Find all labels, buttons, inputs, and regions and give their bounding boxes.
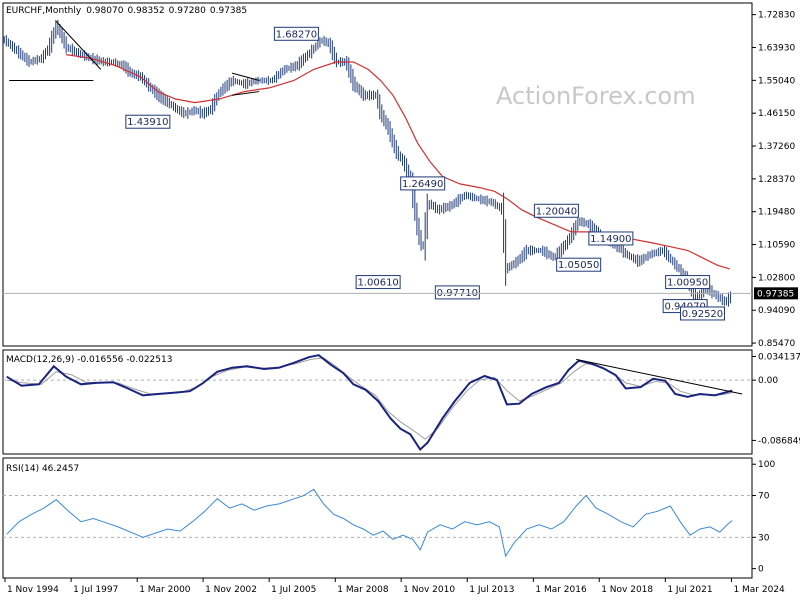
watermark: ActionForex.com xyxy=(496,82,696,110)
macd-tick-label: -0.086849 xyxy=(758,436,800,446)
macd-panel-frame xyxy=(2,349,753,455)
price-trendline xyxy=(231,72,260,81)
level-label-box xyxy=(533,203,579,218)
time-tick-label: 1 Mar 2000 xyxy=(139,585,191,595)
time-tick-label: 1 Jul 1997 xyxy=(73,585,118,595)
symbol-timeframe: EURCHF,Monthly xyxy=(6,6,82,16)
time-tick-label: 1 Nov 1994 xyxy=(7,585,59,595)
time-tick-label: 1 Jul 2013 xyxy=(469,585,514,595)
macd-tick-label: 0.00 xyxy=(758,376,778,386)
price-bars xyxy=(3,20,732,307)
price-tick-label: 1.19480 xyxy=(758,208,795,218)
macd-line xyxy=(6,354,733,452)
macd-tick-label: 0.034137 xyxy=(758,352,800,362)
level-label: 0.92520 xyxy=(682,309,723,320)
level-label: 1.20040 xyxy=(536,206,577,217)
rsi-tick-label: 70 xyxy=(758,492,770,502)
level-label-box xyxy=(273,26,319,41)
macd-trendline xyxy=(576,358,743,395)
level-label-box xyxy=(665,275,711,290)
price-trendlines xyxy=(9,21,260,96)
price-trendline xyxy=(231,91,260,96)
macd-panel-title: MACD(12,26,9) -0.016556 -0.022513 xyxy=(6,355,172,365)
rsi-line xyxy=(6,488,733,558)
rsi-axis: 100 70 30 0 xyxy=(3,460,775,575)
level-label-box xyxy=(679,306,725,321)
price-tick-label: 1.46150 xyxy=(758,109,795,119)
price-tick-label: 0.85470 xyxy=(758,339,795,349)
macd-signal-line xyxy=(6,357,733,440)
level-label: 1.05050 xyxy=(558,260,599,271)
time-tick-label: 1 Mar 2008 xyxy=(337,585,389,595)
level-label: 1.00610 xyxy=(357,278,398,289)
price-tick-label: 1.02800 xyxy=(758,273,795,283)
time-tick-label: 1 Mar 2024 xyxy=(733,585,785,595)
rsi-panel-frame xyxy=(2,457,753,579)
level-label: 1.68270 xyxy=(276,29,317,40)
level-label-box xyxy=(556,257,602,272)
price-axis: 1.72830 1.63930 1.55040 1.46150 1.37260 1.283… xyxy=(752,11,795,349)
price-panel-frame xyxy=(2,2,753,347)
level-label-box xyxy=(125,114,171,129)
level-label-box xyxy=(588,231,634,246)
time-tick-label: 1 Nov 2002 xyxy=(205,585,257,595)
level-label-box xyxy=(434,285,480,300)
time-tick-label: 1 Jul 2005 xyxy=(271,585,316,595)
last-price-tag: 0.97385 xyxy=(754,287,798,300)
ohlc-high: 0.98352 xyxy=(127,6,164,16)
rsi-tick-label: 30 xyxy=(758,533,770,543)
level-label: 1.43910 xyxy=(127,117,168,128)
rsi-panel-title: RSI(14) 46.2457 xyxy=(6,464,79,474)
price-tick-label: 1.63930 xyxy=(758,43,795,53)
time-tick-label: 1 Mar 2016 xyxy=(535,585,587,595)
ohlc-open: 0.98070 xyxy=(86,6,123,16)
time-tick-label: 1 Nov 2018 xyxy=(601,585,653,595)
level-label: 1.14900 xyxy=(590,234,631,245)
price-tick-label: 1.28370 xyxy=(758,175,795,185)
ohlc-low: 0.97280 xyxy=(169,6,206,16)
level-label-box xyxy=(355,275,401,290)
price-panel-title: EURCHF,Monthly 0.98070 0.98352 0.97280 0.973… xyxy=(6,6,247,16)
price-tick-label: 1.55040 xyxy=(758,76,795,86)
time-tick-label: 1 Jul 2021 xyxy=(667,585,712,595)
level-label: 1.26490 xyxy=(402,179,443,190)
last-price-value: 0.97385 xyxy=(757,289,794,299)
price-tick-label: 1.37260 xyxy=(758,142,795,152)
last-price-tag-box xyxy=(754,287,798,300)
level-label: 1.00950 xyxy=(667,278,708,289)
ohlc-close: 0.97385 xyxy=(210,6,247,16)
price-trendline xyxy=(55,21,102,70)
time-tick-label: 1 Nov 2010 xyxy=(403,585,455,595)
price-tick-label: 0.94090 xyxy=(758,306,795,316)
macd-axis: 0.034137 0.00 -0.086849 xyxy=(3,352,800,446)
level-label-box xyxy=(400,176,446,191)
time-axis: 1 Nov 1994 1 Jul 1997 1 Mar 2000 1 Nov 2002… xyxy=(4,578,785,595)
rsi-tick-label: 100 xyxy=(758,460,775,470)
price-tick-label: 1.10590 xyxy=(758,241,795,251)
price-tick-label: 1.72830 xyxy=(758,11,795,21)
rsi-tick-label: 0 xyxy=(758,565,764,575)
